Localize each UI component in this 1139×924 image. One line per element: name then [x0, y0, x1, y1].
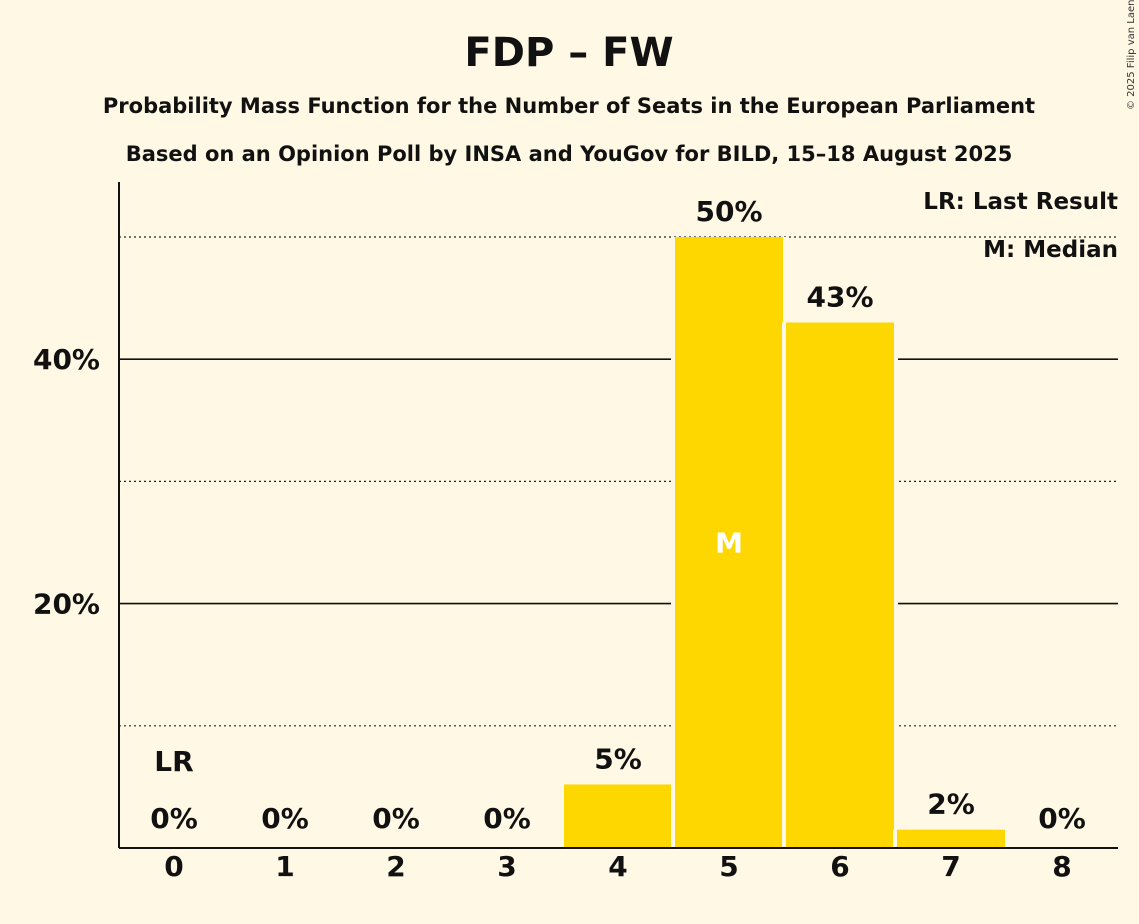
- x-tick-label-5: 5: [719, 850, 738, 883]
- axes: 20% 40% 0 1 2 3 4 5 6 7 8: [33, 182, 1118, 883]
- value-label-1: 0%: [261, 802, 309, 835]
- chart-title: FDP – FW: [464, 30, 673, 76]
- value-labels: 0% 0% 0% 0% 5% 50% 43% 2% 0% LR M: [150, 195, 1086, 835]
- x-tick-label-8: 8: [1052, 850, 1071, 883]
- x-tick-label-6: 6: [830, 850, 849, 883]
- x-tick-label-0: 0: [164, 850, 183, 883]
- x-tick-label-7: 7: [941, 850, 960, 883]
- value-label-4: 5%: [594, 742, 642, 775]
- legend-median: M: Median: [983, 237, 1118, 263]
- bar-7: [897, 829, 1005, 848]
- value-label-7: 2%: [927, 788, 975, 821]
- value-label-2: 0%: [372, 802, 420, 835]
- bars: [560, 236, 1009, 848]
- value-label-8: 0%: [1038, 802, 1086, 835]
- x-tick-label-4: 4: [608, 850, 627, 883]
- median-marker: M: [715, 526, 743, 559]
- legend-last-result: LR: Last Result: [923, 189, 1118, 215]
- gridlines: [119, 236, 1118, 727]
- chart-subtitle-line-2: Based on an Opinion Poll by INSA and You…: [126, 142, 1013, 166]
- last-result-marker: LR: [154, 745, 193, 778]
- copyright-notice: © 2025 Filip van Laenen: [1126, 0, 1137, 110]
- x-tick-label-1: 1: [275, 850, 294, 883]
- bar-5: [675, 236, 783, 848]
- x-tick-label-3: 3: [497, 850, 516, 883]
- bar-6: [786, 322, 894, 848]
- x-tick-label-2: 2: [386, 850, 405, 883]
- bar-4: [564, 784, 672, 848]
- value-label-6: 43%: [806, 281, 873, 314]
- value-label-0: 0%: [150, 802, 198, 835]
- value-label-5: 50%: [695, 195, 762, 228]
- value-label-3: 0%: [483, 802, 531, 835]
- y-tick-label-40: 40%: [33, 343, 100, 376]
- chart-subtitle-line-1: Probability Mass Function for the Number…: [103, 94, 1035, 118]
- y-tick-label-20: 20%: [33, 588, 100, 621]
